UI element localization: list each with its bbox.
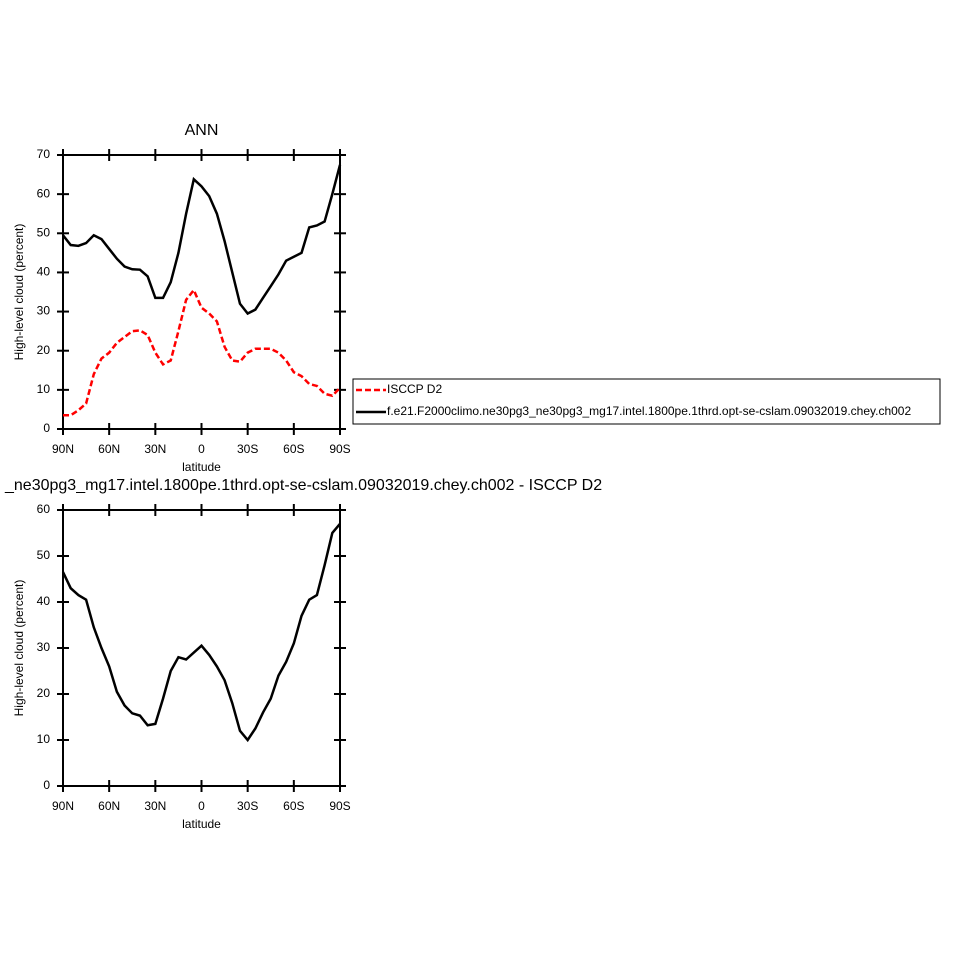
x-tick-label: 30N [144,799,166,813]
y-axis-label: High-level cloud (percent) [12,224,26,361]
x-tick-label: 90N [52,799,74,813]
chart-title: _ne30pg3_mg17.intel.1800pe.1thrd.opt-se-… [4,477,602,494]
y-tick-label: 60 [37,502,51,516]
x-tick-label: 30S [237,799,258,813]
y-tick-label: 40 [37,594,51,608]
y-tick-label: 60 [37,186,51,200]
plot-frame [62,509,341,787]
y-tick-label: 20 [37,686,51,700]
x-tick-label: 90S [329,442,350,456]
legend-box [352,378,941,425]
x-tick-label: 30N [144,442,166,456]
y-tick-label: 10 [37,382,51,396]
x-tick-label: 0 [198,442,205,456]
data-line [62,164,342,316]
data-line [61,522,341,743]
x-tick-label: 0 [198,799,205,813]
x-tick-label: 60N [98,799,120,813]
chart-title: ANN [185,122,219,139]
y-tick-label: 10 [37,732,51,746]
y-tick-label: 50 [37,548,51,562]
plot-frame [62,154,341,430]
y-axis-label: High-level cloud (percent) [12,580,26,717]
y-tick-label: 50 [37,225,51,239]
y-tick-label: 0 [43,778,50,792]
y-tick-label: 70 [37,147,51,161]
x-tick-label: 60S [283,799,304,813]
x-tick-label: 60S [283,442,304,456]
x-axis-label: latitude [182,817,221,831]
y-tick-label: 40 [37,265,51,279]
data-line [63,287,341,417]
y-tick-label: 0 [43,421,50,435]
x-tick-label: 90S [329,799,350,813]
x-axis-label: latitude [182,460,221,474]
y-tick-label: 30 [37,304,51,318]
x-tick-label: 60N [98,442,120,456]
y-tick-label: 30 [37,640,51,654]
legend-label: ISCCP D2 [387,382,442,396]
x-tick-label: 90N [52,442,74,456]
x-tick-label: 30S [237,442,258,456]
legend-label: f.e21.F2000climo.ne30pg3_ne30pg3_mg17.in… [387,404,911,418]
y-tick-label: 20 [37,343,51,357]
